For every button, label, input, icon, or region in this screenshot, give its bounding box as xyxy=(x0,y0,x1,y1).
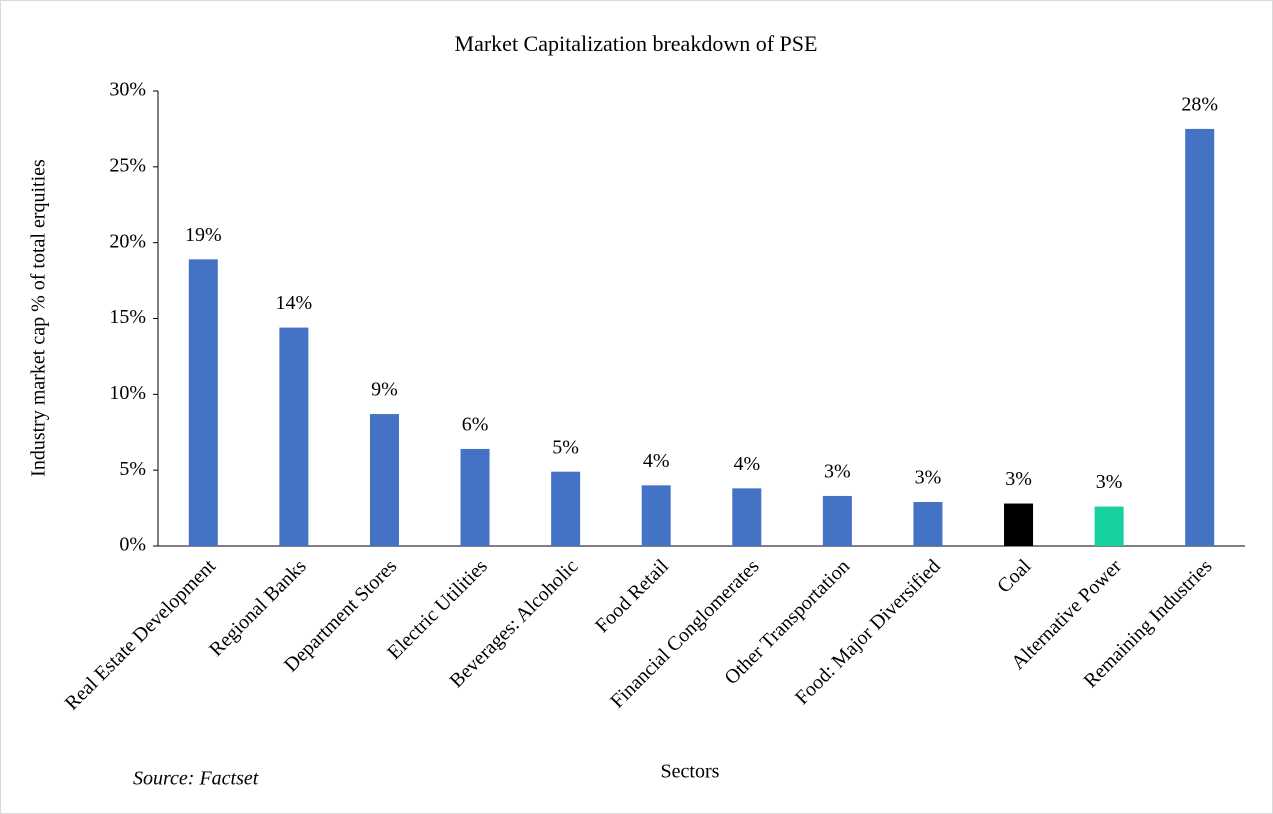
bar xyxy=(188,259,218,546)
source-note: Source: Factset xyxy=(133,768,259,790)
bar xyxy=(732,488,762,546)
bar xyxy=(460,448,490,546)
data-label: 3% xyxy=(1096,471,1123,493)
y-tick-label: 15% xyxy=(109,306,146,328)
data-label: 9% xyxy=(371,379,398,401)
chart-title: Market Capitalization breakdown of PSE xyxy=(455,31,818,56)
bar xyxy=(1185,128,1215,546)
y-tick-label: 5% xyxy=(119,458,146,480)
bar xyxy=(913,502,943,546)
x-axis-label: Sectors xyxy=(661,761,720,783)
bar xyxy=(1094,506,1124,546)
bar xyxy=(369,414,399,546)
data-label: 6% xyxy=(462,414,489,436)
data-label: 4% xyxy=(643,450,670,472)
bar xyxy=(822,495,852,546)
bar xyxy=(551,471,581,546)
data-label: 19% xyxy=(185,224,222,246)
y-axis-label: Industry market cap % of total erquities xyxy=(28,159,50,477)
bar xyxy=(641,485,671,546)
y-tick-label: 10% xyxy=(109,382,146,404)
data-label: 5% xyxy=(552,436,579,458)
y-tick-label: 20% xyxy=(109,230,146,252)
data-label: 3% xyxy=(1005,468,1032,490)
bar xyxy=(279,327,309,546)
data-label: 3% xyxy=(915,467,942,489)
data-label: 28% xyxy=(1181,94,1218,116)
data-label: 14% xyxy=(276,292,313,314)
y-tick-label: 25% xyxy=(109,154,146,176)
data-label: 4% xyxy=(733,453,760,475)
y-tick-label: 30% xyxy=(109,79,146,101)
bar xyxy=(1004,503,1034,546)
data-label: 3% xyxy=(824,461,851,483)
y-tick-label: 0% xyxy=(119,534,146,556)
